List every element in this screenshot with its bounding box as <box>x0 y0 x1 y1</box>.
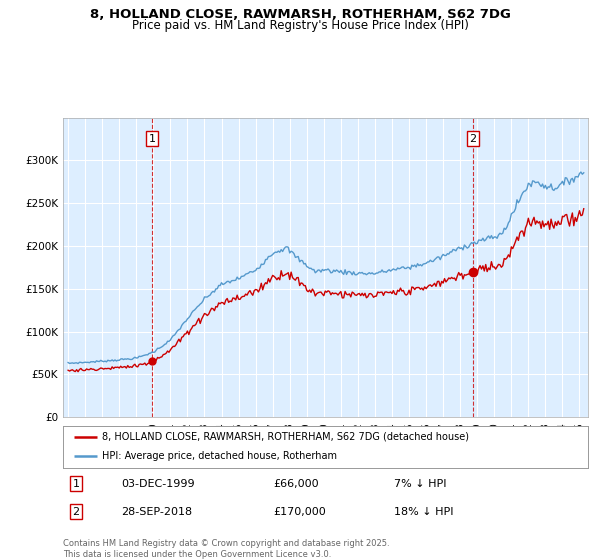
Text: 8, HOLLAND CLOSE, RAWMARSH, ROTHERHAM, S62 7DG: 8, HOLLAND CLOSE, RAWMARSH, ROTHERHAM, S… <box>89 8 511 21</box>
Text: 28-SEP-2018: 28-SEP-2018 <box>121 507 192 517</box>
Text: HPI: Average price, detached house, Rotherham: HPI: Average price, detached house, Roth… <box>103 451 337 461</box>
Text: 8, HOLLAND CLOSE, RAWMARSH, ROTHERHAM, S62 7DG (detached house): 8, HOLLAND CLOSE, RAWMARSH, ROTHERHAM, S… <box>103 432 469 442</box>
Text: 2: 2 <box>469 134 476 143</box>
Text: 2: 2 <box>73 507 80 517</box>
Text: Price paid vs. HM Land Registry's House Price Index (HPI): Price paid vs. HM Land Registry's House … <box>131 19 469 32</box>
Text: £66,000: £66,000 <box>273 479 319 489</box>
Text: 18% ↓ HPI: 18% ↓ HPI <box>394 507 453 517</box>
Text: 1: 1 <box>73 479 80 489</box>
Text: 1: 1 <box>148 134 155 143</box>
Text: 03-DEC-1999: 03-DEC-1999 <box>121 479 194 489</box>
Text: £170,000: £170,000 <box>273 507 326 517</box>
Text: Contains HM Land Registry data © Crown copyright and database right 2025.
This d: Contains HM Land Registry data © Crown c… <box>63 539 389 559</box>
Text: 7% ↓ HPI: 7% ↓ HPI <box>394 479 446 489</box>
